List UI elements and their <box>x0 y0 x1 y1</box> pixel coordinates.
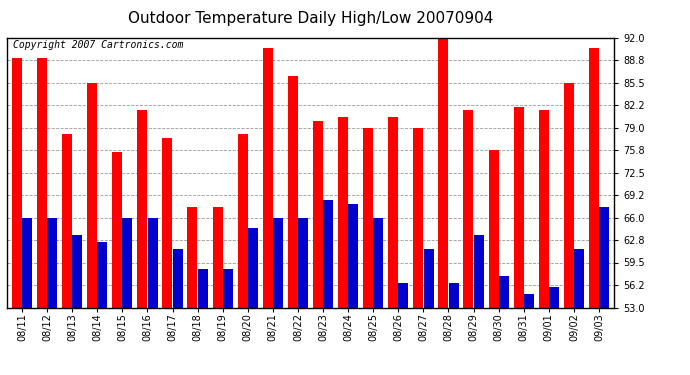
Bar <box>162 138 172 375</box>
Bar <box>499 276 509 375</box>
Bar <box>313 121 323 375</box>
Bar <box>413 128 423 375</box>
Bar <box>37 58 47 375</box>
Bar <box>363 128 373 375</box>
Bar <box>513 107 524 375</box>
Bar <box>22 217 32 375</box>
Bar <box>288 76 298 375</box>
Bar <box>489 150 499 375</box>
Bar <box>213 207 223 375</box>
Bar <box>97 242 108 375</box>
Bar <box>12 58 22 375</box>
Bar <box>273 217 283 375</box>
Bar <box>424 249 433 375</box>
Bar <box>549 287 559 375</box>
Bar <box>398 283 408 375</box>
Bar <box>237 134 248 375</box>
Bar <box>112 152 122 375</box>
Bar <box>599 207 609 375</box>
Bar <box>248 228 258 375</box>
Bar <box>323 200 333 375</box>
Bar <box>564 82 574 375</box>
Bar <box>298 217 308 375</box>
Bar <box>539 110 549 375</box>
Bar <box>438 38 449 375</box>
Bar <box>524 294 534 375</box>
Bar <box>122 217 132 375</box>
Bar <box>338 117 348 375</box>
Bar <box>87 82 97 375</box>
Bar <box>388 117 398 375</box>
Text: Copyright 2007 Cartronics.com: Copyright 2007 Cartronics.com <box>13 40 184 50</box>
Bar <box>474 235 484 375</box>
Bar <box>198 269 208 375</box>
Bar <box>148 217 157 375</box>
Bar <box>47 217 57 375</box>
Bar <box>373 217 384 375</box>
Bar <box>448 283 459 375</box>
Text: Outdoor Temperature Daily High/Low 20070904: Outdoor Temperature Daily High/Low 20070… <box>128 11 493 26</box>
Bar <box>263 48 273 375</box>
Bar <box>62 134 72 375</box>
Bar <box>172 249 183 375</box>
Bar <box>574 249 584 375</box>
Bar <box>223 269 233 375</box>
Bar <box>72 235 82 375</box>
Bar <box>464 110 473 375</box>
Bar <box>188 207 197 375</box>
Bar <box>348 204 358 375</box>
Bar <box>589 48 599 375</box>
Bar <box>137 110 147 375</box>
